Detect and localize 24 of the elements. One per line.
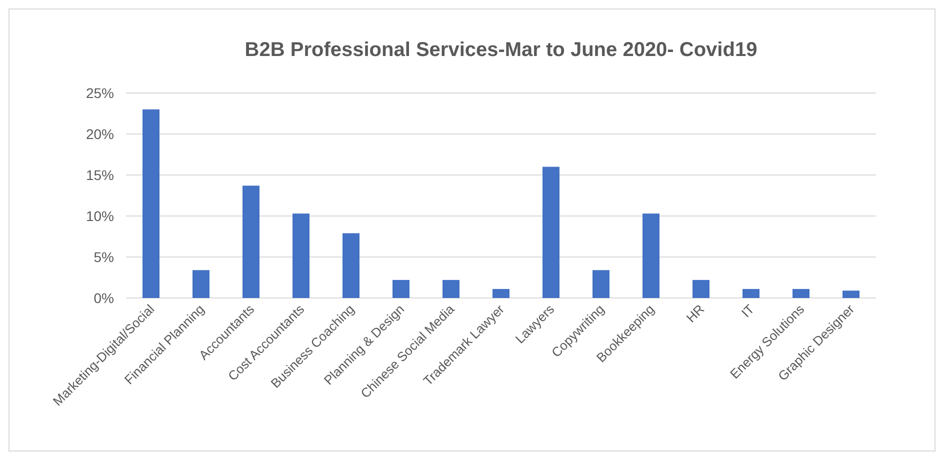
bar [592,270,610,298]
bar [642,214,660,298]
bar [292,214,310,298]
bar [392,280,410,298]
bar [692,280,710,298]
y-tick-label: 20% [86,126,114,142]
bar [742,288,760,298]
x-tick-label: IT [738,301,758,320]
bar [242,186,260,298]
bar [542,166,560,298]
bar [342,233,360,298]
y-tick-label: 0% [94,290,114,306]
bar [492,288,510,298]
x-tick-label: HR [683,302,708,326]
y-tick-label: 10% [86,208,114,224]
bar [142,109,160,298]
y-tick-label: 25% [86,84,114,101]
y-tick-label: 15% [86,166,114,183]
bar [192,270,210,298]
chart-title: B2B Professional Services-Mar to June 2020- Covid19 [244,39,758,61]
bar [842,290,860,298]
y-tick-label: 5% [94,248,114,265]
bar [442,280,460,298]
bar [792,288,810,298]
